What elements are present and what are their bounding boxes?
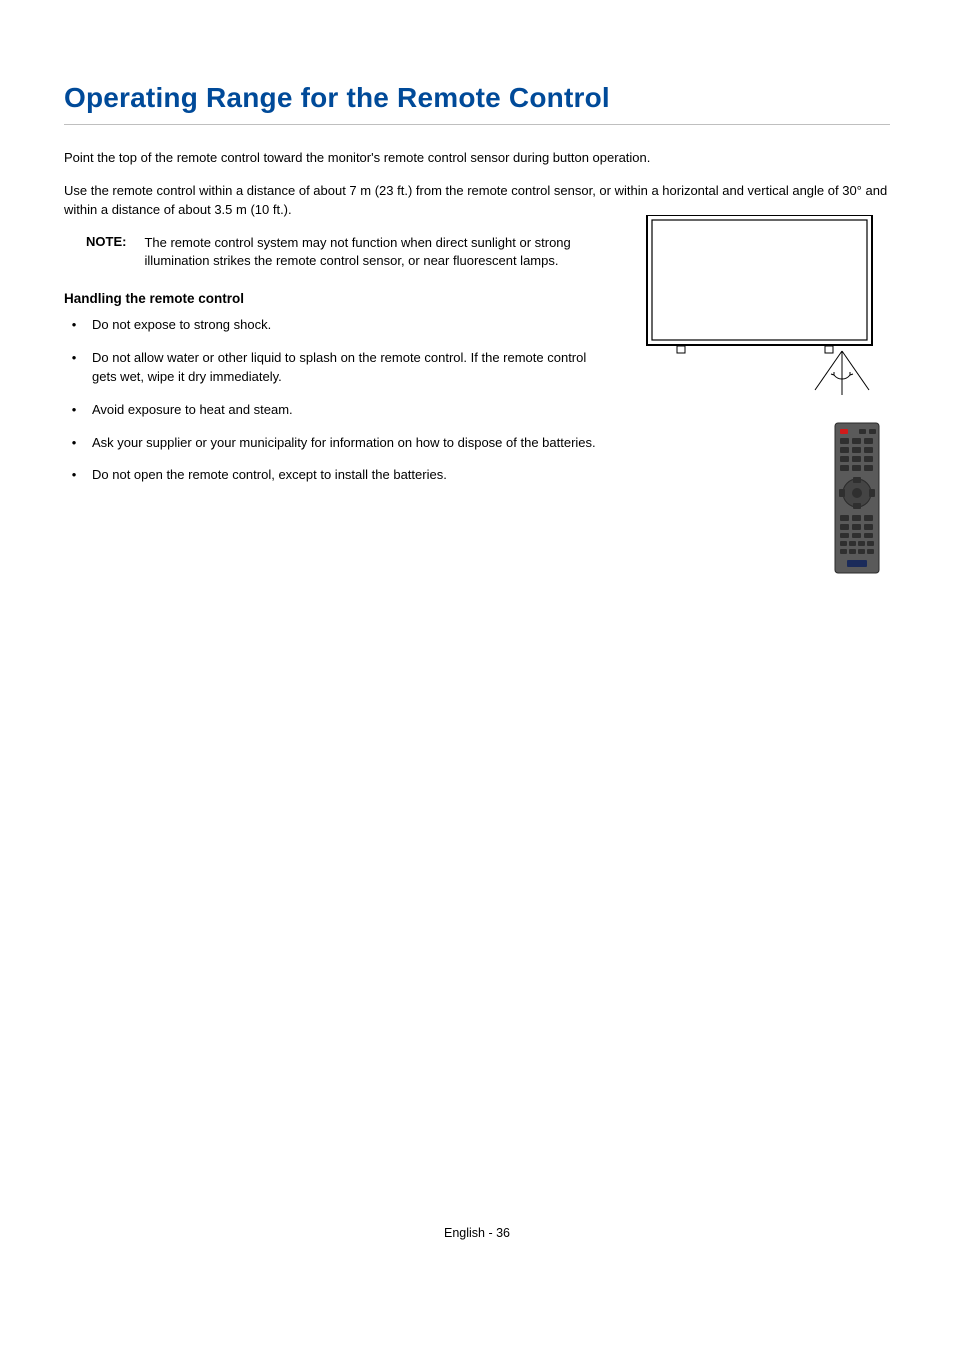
remote-icon (835, 423, 879, 573)
list-item-text: Ask your supplier or your municipality f… (92, 434, 596, 453)
list-item-text: Do not allow water or other liquid to sp… (92, 349, 608, 387)
page-title: Operating Range for the Remote Control (64, 82, 890, 125)
page-footer: English - 36 (0, 1226, 954, 1240)
range-diagram (645, 215, 890, 590)
list-item: •Do not expose to strong shock. (68, 316, 608, 335)
list-item: • Do not allow water or other liquid to … (68, 349, 608, 387)
list-item-text: Do not open the remote control, except t… (92, 466, 447, 485)
list-item: •Do not open the remote control, except … (68, 466, 608, 485)
note-text: The remote control system may not functi… (144, 234, 626, 272)
handling-list: •Do not expose to strong shock. • Do not… (68, 316, 608, 485)
list-item-text: Do not expose to strong shock. (92, 316, 271, 335)
intro-paragraph-2: Use the remote control within a distance… (64, 182, 890, 220)
intro-paragraph-1: Point the top of the remote control towa… (64, 149, 890, 168)
list-item: •Ask your supplier or your municipality … (68, 434, 608, 453)
list-item: •Avoid exposure to heat and steam. (68, 401, 608, 420)
range-diagram-svg (645, 215, 890, 585)
note-label: NOTE: (86, 234, 126, 272)
note-block: NOTE: The remote control system may not … (86, 234, 626, 272)
list-item-text: Avoid exposure to heat and steam. (92, 401, 293, 420)
